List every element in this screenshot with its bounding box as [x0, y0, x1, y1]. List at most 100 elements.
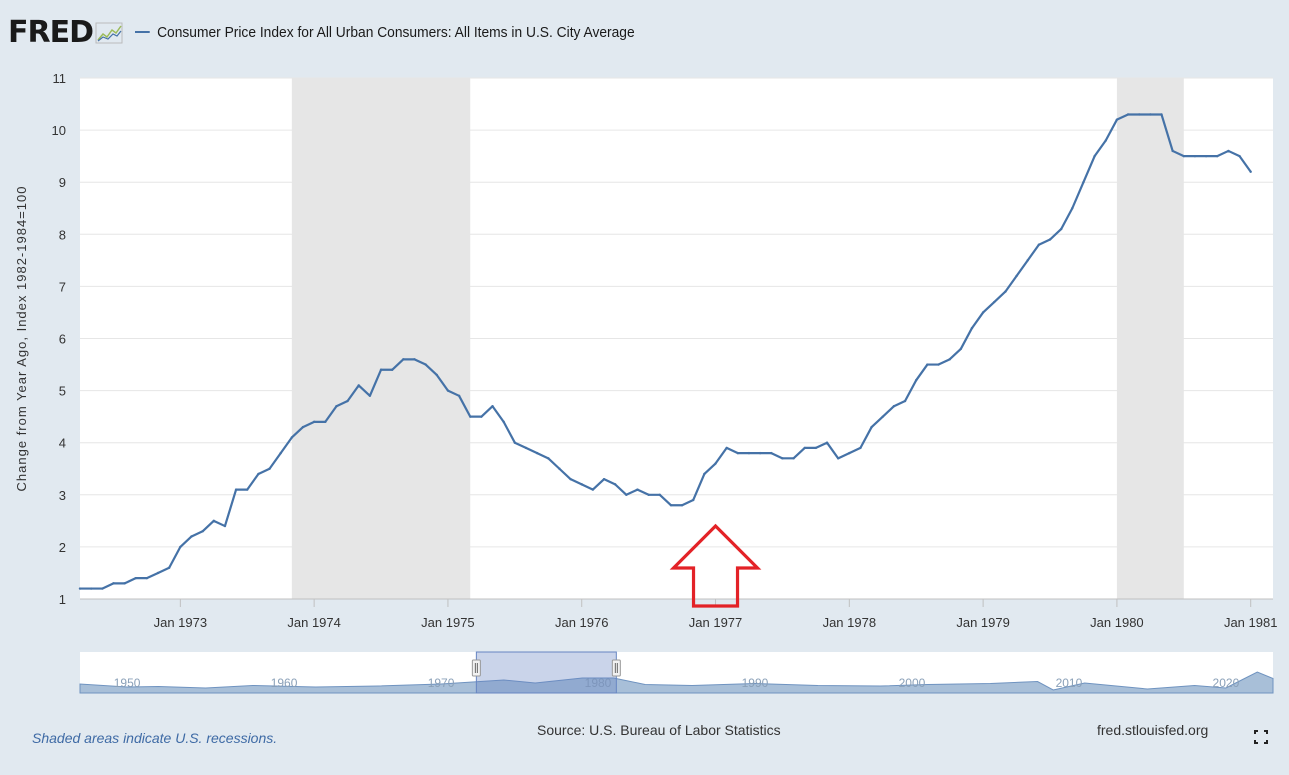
header: FRED Consumer Price Index for All Urban …: [8, 12, 678, 52]
navigator-handle-left[interactable]: [471, 659, 481, 677]
data-point: [870, 425, 873, 429]
data-point: [1115, 118, 1119, 121]
x-tick-label: Jan 1975: [421, 615, 475, 630]
navigator-label: 2000: [899, 676, 926, 690]
legend-swatch: [135, 31, 150, 33]
x-tick-label: Jan 1976: [555, 615, 609, 630]
data-point: [1138, 113, 1141, 116]
data-point: [134, 576, 137, 580]
y-tick-label: 7: [59, 279, 66, 294]
data-point: [613, 483, 617, 486]
data-point: [547, 457, 550, 460]
data-point: [324, 420, 327, 424]
fred-logo[interactable]: FRED: [8, 14, 94, 50]
data-point: [301, 425, 305, 429]
y-tick-label: 2: [59, 540, 66, 555]
series-title: Consumer Price Index for All Urban Consu…: [157, 23, 635, 41]
y-tick-label: 8: [59, 227, 66, 242]
data-point: [903, 399, 907, 403]
data-point: [1015, 274, 1018, 278]
data-point: [1193, 154, 1197, 158]
data-point: [781, 457, 784, 460]
data-point: [1093, 154, 1096, 158]
data-point: [78, 587, 82, 590]
data-point: [814, 446, 818, 450]
recession-note: Shaded areas indicate U.S. recessions.: [32, 730, 278, 746]
data-point: [714, 462, 717, 465]
data-point: [123, 582, 126, 585]
data-point: [1204, 154, 1208, 158]
data-point: [836, 457, 840, 460]
data-point: [1160, 113, 1163, 116]
navigator-label: 2010: [1056, 676, 1083, 690]
data-point: [101, 587, 104, 590]
y-tick-label: 9: [59, 175, 66, 190]
y-tick-label: 6: [59, 332, 66, 347]
data-point: [346, 399, 349, 403]
data-point: [1182, 154, 1186, 158]
navigator-label: 1950: [114, 676, 141, 690]
fred-chart-logo-icon: [95, 22, 123, 44]
data-point: [1249, 170, 1252, 173]
legend-item[interactable]: Consumer Price Index for All Urban Consu…: [135, 24, 635, 41]
data-point: [848, 451, 851, 455]
data-point: [379, 368, 383, 371]
data-point: [993, 300, 996, 304]
data-point: [513, 441, 517, 444]
data-point: [535, 451, 539, 455]
data-point: [1037, 243, 1041, 246]
data-point: [558, 467, 561, 470]
data-point: [368, 394, 372, 398]
data-point: [669, 504, 673, 507]
x-tick-label: Jan 1978: [823, 615, 877, 630]
data-point: [457, 394, 461, 398]
data-point: [680, 504, 684, 507]
data-point: [112, 582, 115, 585]
navigator-handle-right[interactable]: [611, 659, 621, 677]
data-point: [1238, 154, 1241, 158]
data-point: [1227, 149, 1230, 153]
data-point: [926, 363, 929, 366]
source-text: Source: U.S. Bureau of Labor Statistics: [537, 722, 781, 738]
data-point: [758, 451, 762, 455]
data-point: [491, 405, 494, 408]
fullscreen-icon[interactable]: [1254, 730, 1268, 744]
data-point: [1149, 113, 1152, 116]
data-point: [480, 415, 483, 418]
data-point: [792, 457, 795, 460]
annotation-arrow: [669, 523, 762, 608]
data-point: [524, 446, 528, 450]
y-axis-title: Change from Year Ago, Index 1982-1984=10…: [14, 186, 29, 492]
x-tick-label: Jan 1981: [1224, 615, 1278, 630]
data-point: [580, 483, 583, 486]
navigator-label: 1980: [585, 676, 612, 690]
data-point: [268, 467, 271, 470]
data-point: [591, 488, 595, 491]
data-point: [892, 405, 896, 408]
y-tick-label: 1: [59, 592, 66, 607]
data-point: [859, 446, 862, 450]
data-point: [279, 451, 282, 455]
data-point: [625, 493, 628, 496]
data-point: [156, 571, 160, 575]
data-point: [1126, 113, 1130, 116]
data-point: [424, 363, 427, 366]
y-tick-label: 11: [53, 71, 67, 86]
data-point: [179, 545, 182, 549]
data-point: [335, 405, 338, 408]
y-tick-label: 4: [59, 436, 66, 451]
data-point: [223, 524, 227, 528]
data-point: [959, 347, 963, 351]
data-point: [1104, 139, 1107, 142]
data-point: [502, 420, 505, 424]
data-point: [1026, 259, 1029, 262]
x-tick-label: Jan 1979: [956, 615, 1010, 630]
data-point: [190, 535, 193, 538]
data-point: [167, 566, 171, 569]
data-point: [915, 378, 918, 382]
data-point: [937, 363, 940, 366]
data-point: [469, 415, 472, 418]
x-tick-label: Jan 1973: [154, 615, 208, 630]
site-url[interactable]: fred.stlouisfed.org: [1097, 722, 1209, 738]
